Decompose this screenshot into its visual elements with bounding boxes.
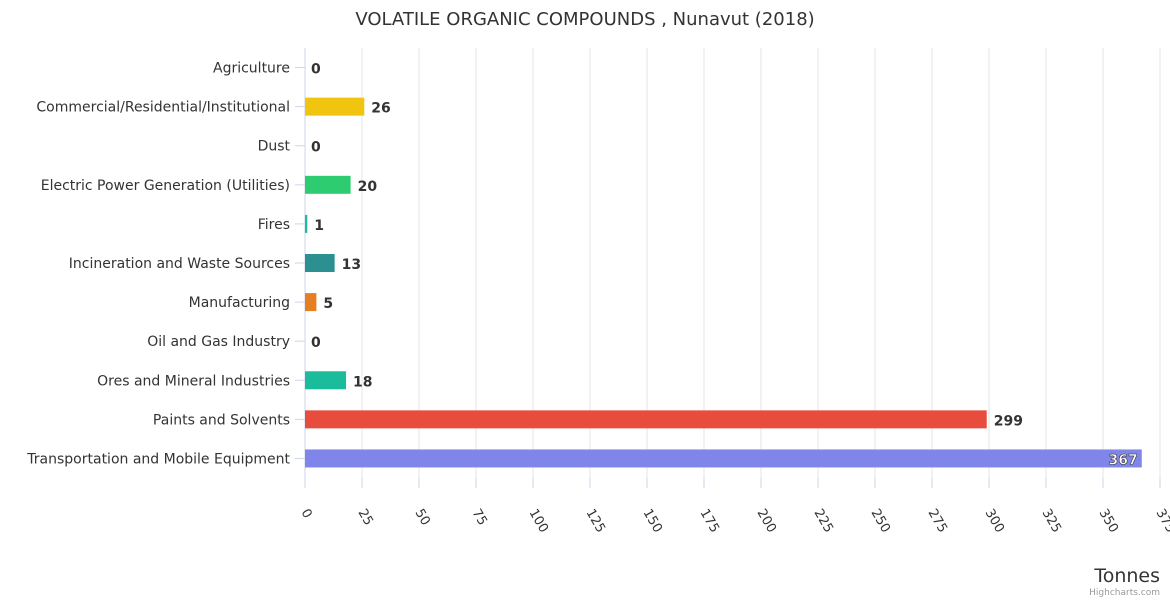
x-tick-label: 0 <box>298 507 315 522</box>
x-tick-label: 350 <box>1096 507 1121 536</box>
x-tick-label: 300 <box>982 507 1007 536</box>
chart-title: VOLATILE ORGANIC COMPOUNDS , Nunavut (20… <box>355 9 814 30</box>
y-category-label: Manufacturing <box>189 295 290 311</box>
data-label: 1 <box>314 218 324 234</box>
y-category-label: Commercial/Residential/Institutional <box>36 100 290 116</box>
y-category-label: Agriculture <box>213 61 290 77</box>
y-category-label: Fires <box>258 217 290 233</box>
data-label: 299 <box>994 413 1023 429</box>
y-category-label: Oil and Gas Industry <box>147 334 290 350</box>
x-tick-label: 375 <box>1153 507 1170 536</box>
x-tick-label: 250 <box>868 507 893 536</box>
credits-link[interactable]: Highcharts.com <box>1089 588 1160 598</box>
x-tick-label: 175 <box>697 507 722 536</box>
y-category-label: Paints and Solvents <box>153 412 290 428</box>
data-label: 367 <box>1109 452 1138 468</box>
data-label: 26 <box>371 101 390 117</box>
x-axis-title: Tonnes <box>1093 565 1160 587</box>
bar[interactable] <box>305 449 1142 468</box>
bar[interactable] <box>305 214 308 233</box>
bar[interactable] <box>305 410 987 429</box>
bar[interactable] <box>305 175 351 194</box>
bar[interactable] <box>305 293 317 312</box>
bar[interactable] <box>305 254 335 272</box>
data-label: 13 <box>342 257 361 273</box>
x-tick-label: 200 <box>754 507 779 536</box>
y-category-label: Dust <box>258 139 291 155</box>
data-label: 5 <box>323 296 333 312</box>
x-tick-label: 325 <box>1039 507 1064 536</box>
data-label: 18 <box>353 374 372 390</box>
bar[interactable] <box>305 97 365 116</box>
y-category-label: Electric Power Generation (Utilities) <box>41 178 290 194</box>
x-tick-label: 150 <box>640 507 665 536</box>
x-tick-label: 275 <box>925 507 950 536</box>
y-category-label: Transportation and Mobile Equipment <box>26 451 290 467</box>
x-tick-label: 125 <box>583 507 608 536</box>
x-tick-label: 75 <box>469 507 490 529</box>
x-tick-label: 50 <box>412 507 433 529</box>
data-label: 0 <box>311 335 321 351</box>
x-tick-label: 225 <box>811 507 836 536</box>
data-label: 20 <box>358 179 378 195</box>
x-tick-label: 100 <box>526 507 551 536</box>
y-category-label: Incineration and Waste Sources <box>69 256 290 272</box>
data-label: 0 <box>311 62 321 78</box>
data-label: 0 <box>311 140 321 156</box>
x-tick-label: 25 <box>355 507 376 529</box>
bar[interactable] <box>305 371 347 390</box>
y-category-label: Ores and Mineral Industries <box>97 373 290 389</box>
